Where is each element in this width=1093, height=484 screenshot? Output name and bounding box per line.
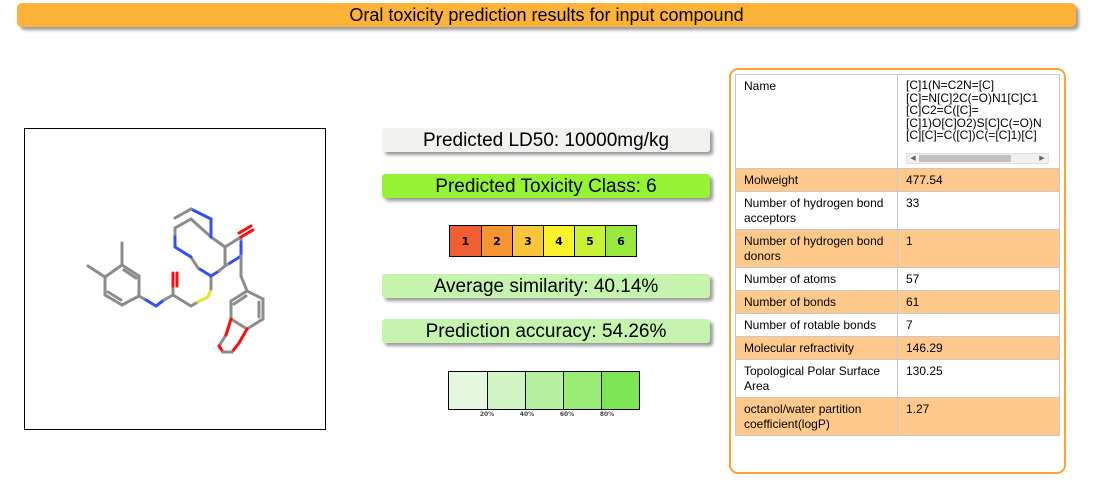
- horizontal-scrollbar[interactable]: ◀ ▶: [906, 153, 1049, 164]
- property-label: Molecular refractivity: [735, 336, 898, 360]
- table-row: Molweight 477.54: [735, 168, 1060, 192]
- accuracy-tick-label: 20%: [479, 411, 495, 418]
- properties-table: Name [C]1(N=C2N=[C] [C]=N[C]2C(=O)N1[C]C…: [735, 74, 1060, 436]
- accuracy-tick-label: 60%: [559, 411, 575, 418]
- accuracy-segment: [525, 372, 563, 409]
- table-row: Number of atoms 57: [735, 267, 1060, 291]
- table-row: Number of hydrogen bond donors 1: [735, 229, 1060, 268]
- toxicity-class-scale: 1 2 3 4 5 6: [449, 225, 637, 257]
- accuracy-scale: [448, 371, 640, 410]
- table-row: Topological Polar Surface Area 130.25: [735, 359, 1060, 398]
- predicted-ld50: Predicted LD50: 10000mg/kg: [382, 128, 710, 152]
- property-value: 1: [897, 229, 1060, 268]
- accuracy-tick-label: 80%: [599, 411, 615, 418]
- accuracy-segment: [601, 372, 639, 409]
- table-row: Molecular refractivity 146.29: [735, 336, 1060, 360]
- class-cell: 2: [481, 226, 512, 256]
- accuracy-segment: [449, 372, 487, 409]
- property-label: Number of rotable bonds: [735, 313, 898, 337]
- property-value: 33: [897, 191, 1060, 230]
- class-cell: 4: [543, 226, 574, 256]
- table-row: octanol/water partition coefficient(logP…: [735, 397, 1060, 436]
- table-row: Name [C]1(N=C2N=[C] [C]=N[C]2C(=O)N1[C]C…: [735, 74, 1060, 169]
- property-label: Number of hydrogen bond donors: [735, 229, 898, 268]
- compound-properties-panel: Name [C]1(N=C2N=[C] [C]=N[C]2C(=O)N1[C]C…: [729, 68, 1066, 474]
- property-value: [C]1(N=C2N=[C] [C]=N[C]2C(=O)N1[C]C1 [C]…: [897, 74, 1060, 169]
- property-label: Name: [735, 74, 898, 169]
- table-row: Number of rotable bonds 7: [735, 313, 1060, 337]
- property-value: 61: [897, 290, 1060, 314]
- class-cell: 1: [450, 226, 481, 256]
- class-cell: 5: [574, 226, 605, 256]
- molecule-structure-panel: [24, 128, 326, 430]
- property-label: Number of hydrogen bond acceptors: [735, 191, 898, 230]
- property-label: octanol/water partition coefficient(logP…: [735, 397, 898, 436]
- property-value: 57: [897, 267, 1060, 291]
- average-similarity: Average similarity: 40.14%: [382, 274, 710, 298]
- scroll-right-icon[interactable]: ▶: [1039, 155, 1045, 162]
- predicted-toxicity-class: Predicted Toxicity Class: 6: [382, 174, 710, 198]
- name-scroll-box[interactable]: [C]1(N=C2N=[C] [C]=N[C]2C(=O)N1[C]C1 [C]…: [906, 79, 1051, 165]
- compound-name-smiles: [C]1(N=C2N=[C] [C]=N[C]2C(=O)N1[C]C1 [C]…: [906, 79, 1042, 142]
- prediction-accuracy: Prediction accuracy: 54.26%: [382, 319, 710, 343]
- accuracy-tick-label: 40%: [519, 411, 535, 418]
- table-row: Number of bonds 61: [735, 290, 1060, 314]
- accuracy-segment: [563, 372, 601, 409]
- class-cell: 3: [512, 226, 543, 256]
- accuracy-segment: [487, 372, 525, 409]
- property-value: 146.29: [897, 336, 1060, 360]
- property-label: Number of bonds: [735, 290, 898, 314]
- scroll-left-icon[interactable]: ◀: [910, 155, 916, 162]
- property-value: 477.54: [897, 168, 1060, 192]
- scrollbar-thumb[interactable]: [919, 155, 1011, 162]
- property-label: Molweight: [735, 168, 898, 192]
- property-value: 1.27: [897, 397, 1060, 436]
- property-value: 130.25: [897, 359, 1060, 398]
- property-label: Number of atoms: [735, 267, 898, 291]
- class-cell: 6: [605, 226, 636, 256]
- property-value: 7: [897, 313, 1060, 337]
- page-title: Oral toxicity prediction results for inp…: [17, 3, 1076, 27]
- property-label: Topological Polar Surface Area: [735, 359, 898, 398]
- table-row: Number of hydrogen bond acceptors 33: [735, 191, 1060, 230]
- molecule-structure-image: [86, 207, 265, 354]
